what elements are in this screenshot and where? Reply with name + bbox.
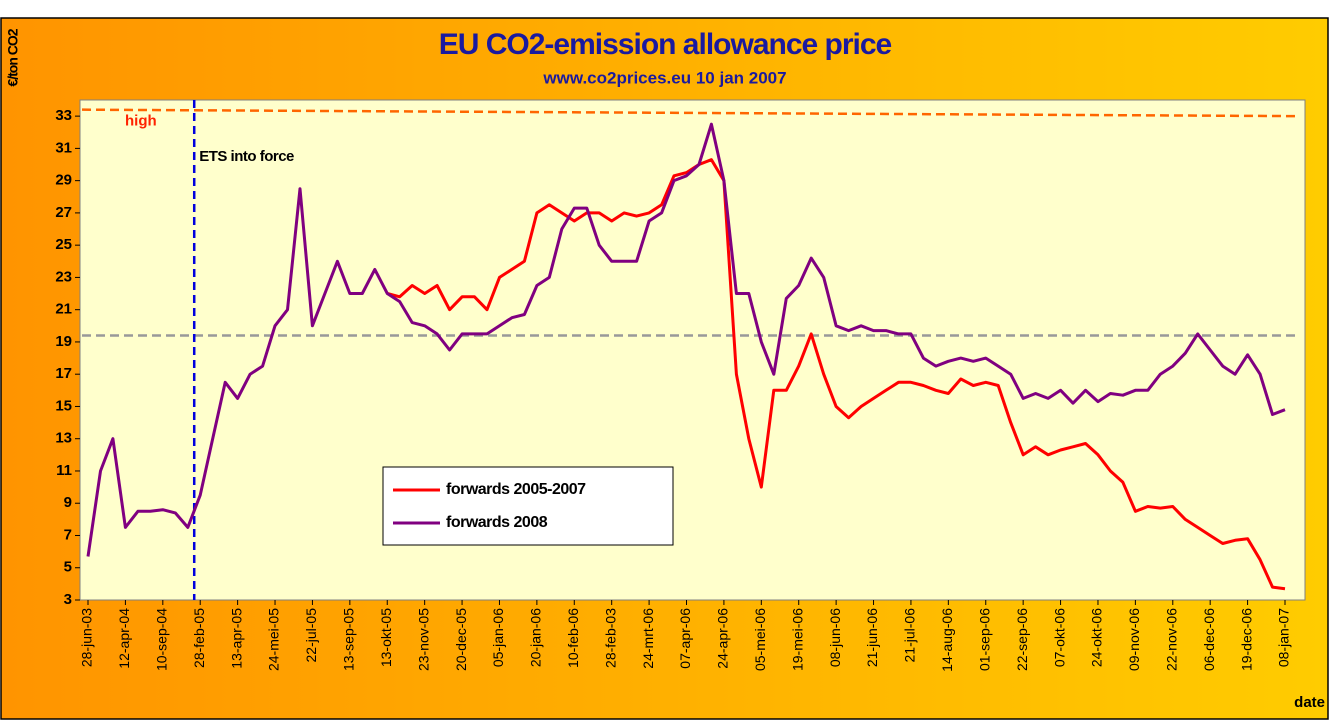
- y-tick-label: 3: [64, 591, 72, 608]
- x-tick-label: 12-apr-04: [116, 608, 132, 669]
- chart-title: EU CO2-emission allowance price: [439, 28, 892, 61]
- x-tick-label: 22-jul-05: [303, 608, 319, 663]
- y-tick-label: 21: [55, 301, 72, 318]
- series-line: [86, 122, 1286, 557]
- x-tick-label: 09-nov-06: [1126, 608, 1142, 671]
- y-tick-label: 15: [55, 397, 72, 414]
- x-tick-label: 19-dec-06: [1238, 608, 1254, 671]
- y-tick-label: 11: [56, 462, 72, 479]
- x-tick-label: 28-jun-03: [79, 608, 95, 667]
- x-tick-label: 10-feb-06: [565, 608, 581, 668]
- x-tick-label: 28-feb-05: [191, 608, 207, 668]
- series-line: [386, 158, 1286, 591]
- x-tick-label: 24-apr-06: [715, 608, 731, 669]
- x-tick-label: 21-jun-06: [864, 608, 880, 667]
- y-tick-label: 5: [64, 559, 72, 576]
- x-tick-label: 13-sep-05: [341, 608, 357, 671]
- x-tick-label: 07-okt-06: [1051, 608, 1067, 667]
- x-tick-label: 22-nov-06: [1163, 608, 1179, 671]
- legend-label: forwards 2008: [446, 514, 548, 531]
- annotation-label: ETS into force: [199, 148, 294, 165]
- x-tick-label: 08-jun-06: [827, 608, 843, 667]
- x-tick-label: 22-sep-06: [1014, 608, 1030, 671]
- y-tick-label: 27: [55, 204, 72, 221]
- x-tick-label: 13-apr-05: [228, 608, 244, 669]
- y-tick-label: 31: [55, 139, 72, 156]
- x-tick-label: 20-dec-05: [453, 608, 469, 671]
- reference-label: high: [125, 113, 157, 130]
- x-tick-label: 14-aug-06: [939, 608, 955, 672]
- x-tick-label: 24-mrt-06: [640, 608, 656, 669]
- y-tick-label: 17: [55, 365, 72, 382]
- y-tick-label: 29: [55, 172, 72, 189]
- x-tick-label: 24-okt-06: [1089, 608, 1105, 667]
- x-tick-label: 01-sep-06: [976, 608, 992, 671]
- y-tick-label: 7: [64, 526, 72, 543]
- y-tick-label: 23: [55, 268, 72, 285]
- legend-box: [382, 466, 674, 546]
- legend-label: forwards 2005-2007: [446, 481, 586, 498]
- x-tick-label: 13-okt-05: [378, 608, 394, 667]
- chart-subtitle: www.co2prices.eu 10 jan 2007: [542, 68, 786, 87]
- y-tick-label: 13: [55, 430, 72, 447]
- y-tick-label: 9: [64, 494, 72, 511]
- y-tick-label: 33: [55, 107, 72, 124]
- x-tick-label: 24-mei-05: [266, 608, 282, 671]
- y-axis-label: €/ton CO2: [5, 28, 21, 86]
- reference-line: [81, 108, 1296, 118]
- x-tick-label: 08-jan-07: [1276, 608, 1292, 667]
- x-tick-label: 05-mei-06: [752, 608, 768, 671]
- x-axis-label: date: [1294, 694, 1325, 711]
- x-tick-label: 07-apr-06: [677, 608, 693, 669]
- x-tick-label: 10-sep-04: [154, 608, 170, 671]
- x-tick-label: 23-nov-05: [415, 608, 431, 671]
- y-tick-label: 19: [55, 333, 72, 350]
- x-tick-label: 21-jul-06: [902, 608, 918, 663]
- x-tick-label: 28-feb-03: [602, 608, 618, 668]
- x-tick-label: 20-jan-06: [528, 608, 544, 667]
- legend: forwards 2005-2007 forwards 2008: [382, 466, 674, 546]
- x-tick-label: 19-mei-06: [789, 608, 805, 671]
- x-tick-label: 05-jan-06: [490, 608, 506, 667]
- x-tick-label: 06-dec-06: [1201, 608, 1217, 671]
- plot-area: [79, 99, 1306, 601]
- y-tick-label: 25: [55, 236, 72, 253]
